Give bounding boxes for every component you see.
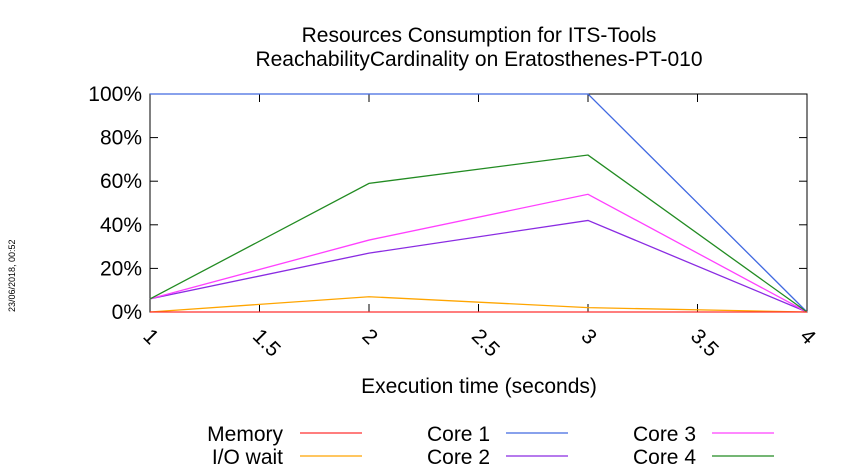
y-tick-label: 0% — [112, 301, 142, 324]
x-tick-label: 3 — [576, 325, 601, 350]
legend-label: I/O wait — [212, 446, 283, 469]
series-line-core-3 — [149, 193, 808, 313]
x-tick-label: 4 — [795, 325, 820, 350]
legend-label: Memory — [207, 423, 283, 446]
plot-frame — [149, 93, 808, 313]
chart-subtitle: ReachabilityCardinality on Eratosthenes-… — [255, 48, 702, 71]
plot-lines — [149, 93, 808, 313]
series-line-core-1 — [150, 93, 808, 313]
y-axis: 0% 20% 40% 60% 80% 100% — [88, 83, 807, 324]
x-tick-label: 2 — [357, 325, 382, 350]
legend-label: Core 1 — [427, 423, 490, 446]
x-tick-label: 1 — [138, 325, 163, 350]
x-tick-label: 3.5 — [686, 325, 723, 362]
series-line-i-o-wait — [149, 296, 808, 313]
legend-label: Core 3 — [633, 423, 696, 446]
y-tick-label: 40% — [100, 214, 142, 237]
x-axis: 1 1.5 2 2.5 3 3.5 4 — [138, 94, 820, 361]
x-tick-label: 2.5 — [467, 325, 504, 362]
series-line-core-2 — [149, 219, 808, 313]
series-line-core-4 — [149, 154, 808, 313]
chart-title: Resources Consumption for ITS-Tools — [302, 24, 657, 47]
y-tick-label: 100% — [88, 83, 142, 106]
y-tick-label: 80% — [100, 127, 142, 150]
x-tick-label: 1.5 — [248, 325, 285, 362]
x-axis-label: Execution time (seconds) — [361, 375, 597, 398]
legend-label: Core 4 — [633, 446, 696, 469]
y-tick-label: 60% — [100, 170, 142, 193]
legend-label: Core 2 — [427, 446, 490, 469]
y-tick-label: 20% — [100, 257, 142, 280]
